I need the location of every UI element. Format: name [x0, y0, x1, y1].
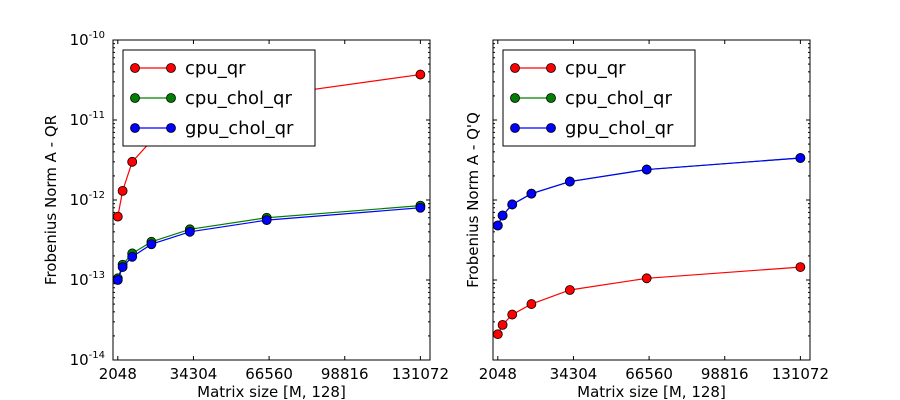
plot-area: [112, 69, 426, 285]
x-tick-label: 131072: [392, 365, 449, 383]
data-point-gpu_chol_qr: [641, 164, 652, 175]
data-point-gpu_chol_qr: [497, 210, 508, 221]
x-tick-label: 66560: [245, 365, 293, 383]
y-axis-label: Frobenius Norm A - Q'Q: [464, 112, 482, 288]
data-point-gpu_chol_qr: [184, 226, 195, 237]
legend-label: cpu_qr: [185, 58, 246, 79]
y-tick-label: 10-12: [70, 190, 105, 209]
legend-label: gpu_chol_qr: [565, 118, 674, 139]
data-point-gpu_chol_qr: [127, 251, 138, 262]
x-tick-label: 2048: [99, 365, 137, 383]
legend-marker-cpu_chol_qr: [166, 93, 176, 103]
legend-marker-gpu_chol_qr: [130, 123, 140, 133]
data-point-cpu_qr: [117, 185, 128, 196]
legend-marker-cpu_chol_qr: [130, 93, 140, 103]
data-point-gpu_chol_qr: [795, 153, 806, 163]
x-tick-label: 34304: [550, 365, 598, 383]
data-point-cpu_qr: [526, 299, 537, 309]
legend-label: cpu_chol_qr: [185, 88, 292, 109]
legend-marker-cpu_qr: [510, 63, 520, 73]
data-point-gpu_chol_qr: [492, 220, 503, 231]
x-axis-label: Matrix size [M, 128]: [577, 383, 726, 400]
data-point-cpu_qr: [497, 319, 508, 330]
legend-marker-cpu_chol_qr: [546, 93, 556, 103]
data-point-gpu_chol_qr: [564, 176, 575, 187]
data-point-gpu_chol_qr: [117, 262, 128, 272]
chart-panel-left: 2048 34304 66560 98816 131072 10-14 10-13 10-12…: [42, 30, 449, 400]
legend-label: cpu_qr: [565, 58, 626, 79]
x-tick-label: 131072: [772, 365, 829, 383]
x-tick-label: 66560: [625, 365, 673, 383]
legend-marker-gpu_chol_qr: [166, 123, 176, 133]
data-point-gpu_chol_qr: [112, 275, 123, 285]
data-point-cpu_qr: [112, 211, 123, 222]
y-tick-label: 10-13: [70, 270, 105, 289]
x-tick-label: 2048: [479, 365, 517, 383]
legend-marker-cpu_qr: [166, 63, 176, 73]
legend-marker-cpu_chol_qr: [510, 93, 520, 103]
data-point-cpu_qr: [415, 69, 426, 80]
data-point-gpu_chol_qr: [526, 188, 537, 199]
data-point-cpu_qr: [127, 156, 138, 167]
legend-marker-gpu_chol_qr: [546, 123, 556, 133]
data-point-gpu_chol_qr: [146, 239, 157, 250]
x-tick-label: 98816: [701, 365, 749, 383]
data-point-cpu_qr: [564, 285, 575, 295]
legend-marker-cpu_qr: [130, 63, 140, 73]
legend-marker-cpu_qr: [546, 63, 556, 73]
data-point-gpu_chol_qr: [261, 215, 272, 226]
data-point-gpu_chol_qr: [507, 199, 518, 210]
legend-marker-gpu_chol_qr: [510, 123, 520, 133]
y-axis-label: Frobenius Norm A - QR: [42, 115, 60, 285]
legend-label: cpu_chol_qr: [565, 88, 672, 109]
legend: cpu_qr cpu_chol_qr gpu_chol_qr: [122, 49, 316, 147]
x-tick-label: 34304: [170, 365, 218, 383]
x-tick-label: 98816: [321, 365, 369, 383]
x-axis-label: Matrix size [M, 128]: [197, 383, 346, 400]
plot-area: [492, 153, 806, 340]
y-tick-label: 10-14: [70, 350, 105, 369]
y-tick-label: 10-11: [70, 110, 105, 129]
data-point-cpu_qr: [492, 329, 503, 340]
data-point-cpu_qr: [641, 273, 652, 284]
legend-label: gpu_chol_qr: [185, 118, 294, 139]
data-point-cpu_qr: [795, 262, 806, 272]
y-tick-label: 10-10: [70, 30, 105, 49]
data-point-gpu_chol_qr: [415, 202, 426, 213]
data-point-cpu_qr: [507, 309, 518, 320]
legend: cpu_qr cpu_chol_qr gpu_chol_qr: [502, 49, 696, 147]
chart-panel-right: 2048 34304 66560 98816 131072 Matrix size [M,…: [464, 39, 829, 400]
